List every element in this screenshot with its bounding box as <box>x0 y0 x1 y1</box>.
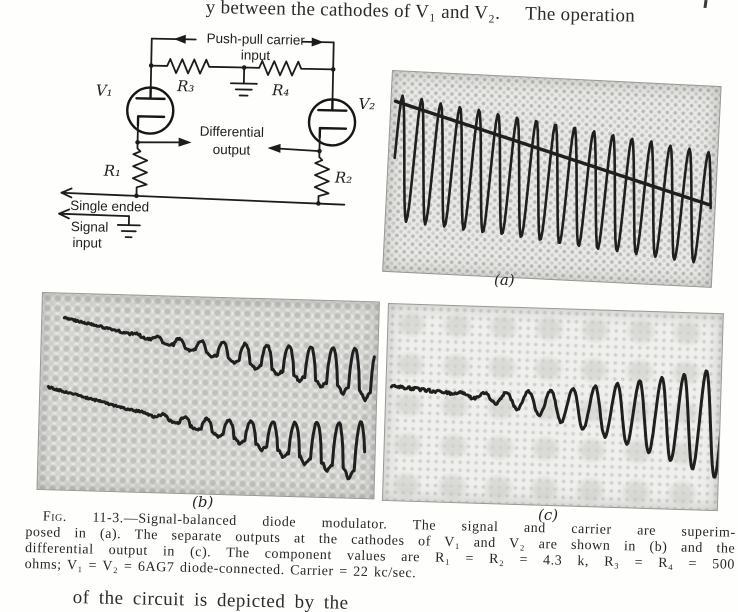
resistor-r2-label: R₂ <box>334 168 353 186</box>
carrier-input-wires <box>150 34 335 71</box>
resistor-r1-label: R₁ <box>102 162 121 180</box>
tube-v1 <box>126 64 175 144</box>
differential-output-label-line2: output <box>213 142 251 158</box>
resistor-r2 <box>313 150 330 205</box>
cathode-output-trace-1 <box>62 315 376 403</box>
junction-dot <box>241 65 247 70</box>
tube-v1-label: V₁ <box>96 81 113 99</box>
carrier-input-label-line1: Push-pull carrier <box>206 31 305 48</box>
body-text-bottom-fragment: of the circuit is depicted by the <box>72 587 349 612</box>
carrier-sine-trace <box>393 94 712 264</box>
oscillogram-a-label: (a) <box>494 271 515 289</box>
differential-output-trace <box>389 369 723 479</box>
signal-input-label-line1: Signal <box>71 219 109 235</box>
body-text-top-fragment: y between the cathodes of V₁ and V₂. The… <box>205 0 636 27</box>
arrow-left-icon <box>267 143 281 153</box>
figure-caption: Fig. 11-3.—Signal-balanced diode modulat… <box>24 509 736 590</box>
ground-symbol-center <box>229 66 258 97</box>
oscillogram-c-label: (c) <box>538 506 559 524</box>
ground-symbol-signal <box>116 215 141 239</box>
oscillogram-b-photo <box>36 292 380 500</box>
circuit-schematic: Push-pull carrier input R₃ R₄ V₁ <box>58 31 375 251</box>
oscillogram-a-photo <box>382 70 722 288</box>
junction-dot <box>316 201 321 206</box>
resistor-r3-label: R₃ <box>176 77 195 95</box>
signal-input-label-line2: input <box>72 235 102 251</box>
resistor-r3 <box>150 58 246 75</box>
single-ended-label: Single ended <box>70 198 149 215</box>
differential-output-arrows <box>136 137 321 153</box>
arrow-left-icon <box>173 34 186 44</box>
resistor-r1 <box>131 141 149 197</box>
figure-number: Fig. <box>42 509 68 525</box>
cropped-text-fragment <box>703 0 708 9</box>
oscillogram-c-photo <box>381 303 724 512</box>
carrier-input-label-line2: input <box>241 47 271 63</box>
differential-output-label-line1: Differential <box>200 124 265 140</box>
junction-dot <box>134 193 139 199</box>
resistor-r4-label: R₄ <box>271 81 290 99</box>
tube-v2-label: V₂ <box>358 95 375 113</box>
resistor-r4 <box>243 60 335 77</box>
arrow-right-icon <box>311 37 324 47</box>
oscillogram-b-label: (b) <box>192 493 214 511</box>
tube-v2 <box>307 68 357 153</box>
single-ended-bus <box>60 187 346 206</box>
arrow-right-icon <box>178 137 192 147</box>
signal-input-line <box>58 208 130 220</box>
cathode-output-trace-2 <box>46 384 367 481</box>
